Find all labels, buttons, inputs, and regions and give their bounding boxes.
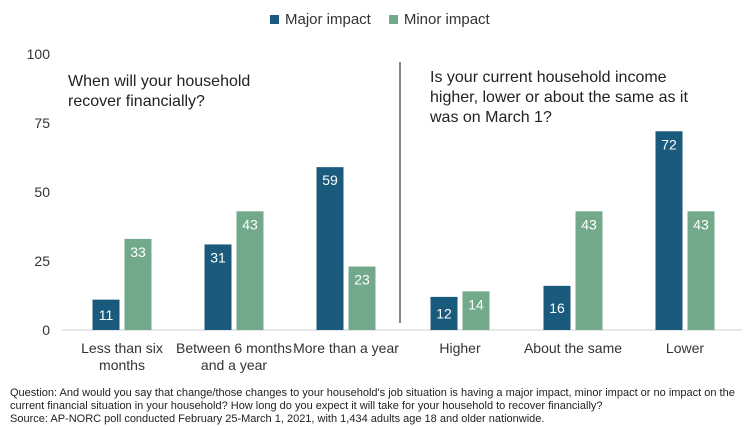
y-tick-label: 100	[27, 46, 51, 62]
x-tick-label: About the same	[524, 340, 622, 356]
data-label: 12	[436, 305, 452, 321]
x-tick-label: Higher	[439, 340, 481, 356]
data-label: 31	[210, 249, 226, 265]
y-tick-label: 25	[34, 253, 50, 269]
bar-minor	[124, 238, 152, 330]
bar-minor	[687, 211, 715, 330]
legend-label-major: Major impact	[285, 11, 371, 28]
bar-major	[543, 285, 571, 330]
bar-major	[204, 244, 232, 330]
x-tick-label: Lower	[666, 340, 704, 356]
data-label: 43	[693, 216, 709, 232]
x-tick-label: Less than six	[81, 340, 163, 356]
bar-major	[430, 296, 458, 330]
legend-label-minor: Minor impact	[403, 11, 490, 28]
footnote: Question: And would you say that change/…	[10, 387, 740, 426]
legend-swatch-minor	[388, 15, 398, 24]
data-label: 33	[130, 244, 146, 260]
y-tick-label: 50	[34, 184, 50, 200]
data-label: 16	[549, 300, 565, 316]
x-tick-label: More than a year	[293, 340, 399, 356]
bar-major	[655, 131, 683, 330]
bar-minor	[236, 211, 264, 330]
bar-major	[316, 167, 344, 330]
y-tick-label: 0	[42, 322, 50, 338]
data-label: 59	[322, 172, 338, 188]
legend-item-minor: Minor impact	[388, 11, 490, 28]
legend-swatch-major	[270, 15, 279, 24]
right-panel-title: Is your current household income higher,…	[430, 69, 688, 126]
bar-minor	[462, 291, 490, 330]
footnote-question: Question: And would you say that change/…	[10, 387, 735, 412]
bar-minor	[348, 266, 376, 330]
left-panel-title: When will your household recover financi…	[68, 73, 251, 110]
legend: Major impact Minor impact	[270, 11, 490, 28]
footnote-source: Source: AP-NORC poll conducted February …	[10, 413, 545, 425]
x-tick-label: Between 6 months	[176, 340, 292, 356]
legend-item-major: Major impact	[270, 11, 371, 28]
data-label: 11	[99, 307, 114, 323]
y-tick-label: 75	[34, 115, 50, 131]
data-label: 14	[468, 296, 484, 312]
data-label: 72	[661, 136, 677, 152]
data-label: 43	[581, 216, 597, 232]
data-label: 23	[354, 272, 370, 288]
x-tick-label: months	[99, 357, 145, 373]
bar-minor	[575, 211, 603, 330]
x-tick-label: and a year	[201, 357, 267, 373]
bar-major	[92, 299, 120, 330]
data-label: 43	[242, 216, 258, 232]
